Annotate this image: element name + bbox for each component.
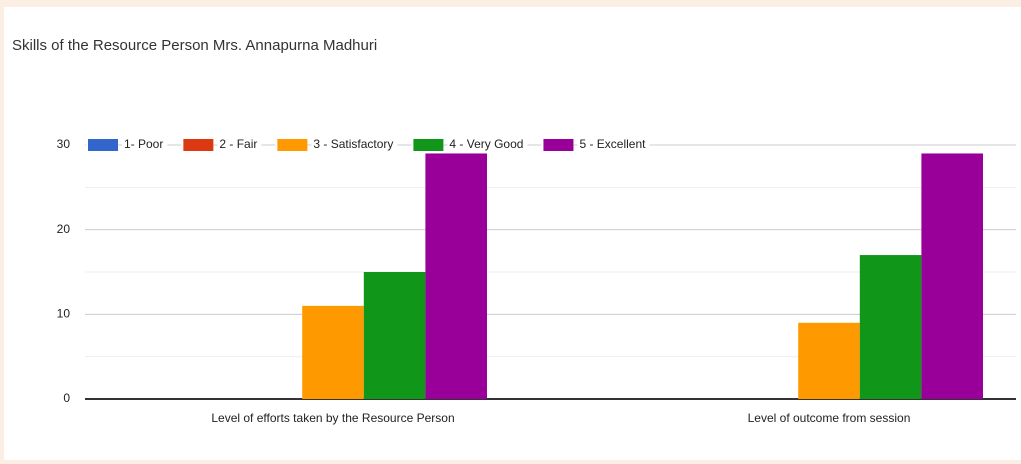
- bar: [859, 255, 922, 399]
- legend-label: 2 - Fair: [219, 137, 257, 151]
- chart-title: Skills of the Resource Person Mrs. Annap…: [12, 37, 377, 54]
- y-tick-label: 10: [57, 307, 71, 321]
- legend-label: 3 - Satisfactory: [313, 137, 393, 151]
- bar: [302, 305, 364, 399]
- legend-swatch: [183, 139, 214, 151]
- y-tick-label: 30: [57, 137, 71, 151]
- bar: [363, 272, 426, 399]
- legend-swatch: [277, 139, 308, 151]
- bar: [921, 153, 983, 399]
- legend-bg: [217, 137, 262, 153]
- bar: [425, 153, 487, 399]
- legend-swatch: [413, 139, 444, 151]
- legend-swatch: [543, 139, 574, 151]
- legend-bg: [122, 137, 168, 153]
- legend-swatch: [88, 139, 118, 151]
- legend-bg: [311, 137, 398, 153]
- y-tick-label: 20: [57, 222, 71, 236]
- legend-label: 4 - Very Good: [449, 137, 523, 151]
- y-tick-label: 0: [63, 391, 70, 405]
- bar: [798, 322, 860, 399]
- legend-bg: [447, 137, 528, 153]
- legend-bg: [577, 137, 650, 153]
- legend-label: 1- Poor: [124, 137, 163, 151]
- x-tick-label: Level of efforts taken by the Resource P…: [211, 411, 454, 425]
- x-tick-label: Level of outcome from session: [748, 411, 911, 425]
- legend-label: 5 - Excellent: [579, 137, 646, 151]
